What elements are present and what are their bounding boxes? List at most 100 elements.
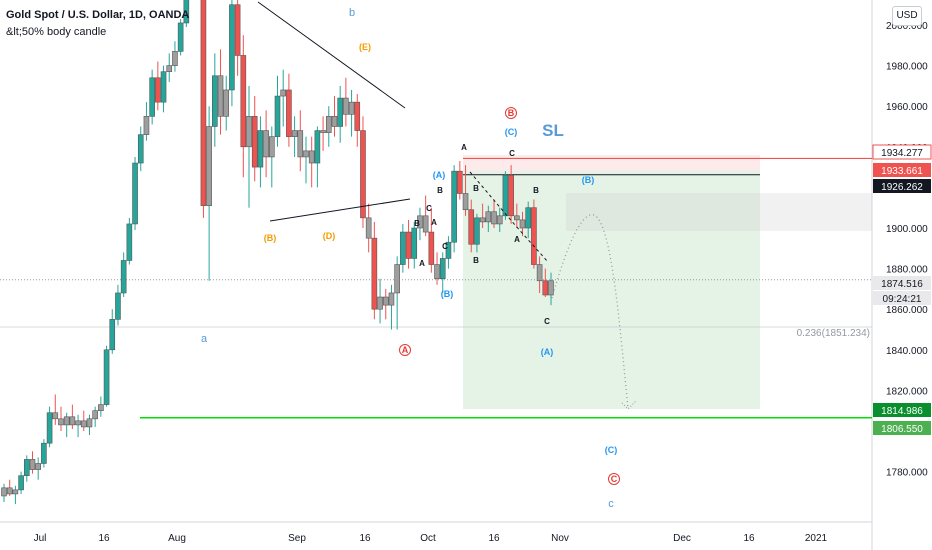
y-tick-label: 1860.000 — [886, 305, 928, 316]
wave-label: B — [414, 219, 420, 228]
price-label-box — [873, 421, 931, 435]
price-label: 1874.516 — [881, 279, 923, 290]
wave-label: C — [509, 149, 515, 158]
candle-body — [109, 319, 116, 351]
x-tick-label: 16 — [98, 533, 110, 544]
candle — [439, 252, 446, 293]
candle — [183, 0, 190, 28]
x-tick-label: Jul — [34, 533, 47, 544]
candle-body — [240, 55, 247, 148]
candle-body — [92, 410, 98, 420]
candle-body — [451, 170, 457, 243]
y-tick-label: 1820.000 — [886, 386, 928, 397]
candle — [86, 414, 93, 436]
candle — [411, 221, 418, 269]
candle — [382, 288, 389, 320]
wave-label: (B) — [582, 175, 595, 185]
wave-label: B — [508, 108, 515, 118]
candle — [75, 414, 81, 438]
candle-body — [514, 215, 520, 221]
candle — [531, 199, 537, 269]
candle-body — [371, 237, 378, 310]
candle — [405, 219, 412, 269]
candle-body — [502, 174, 509, 217]
x-tick-label: Dec — [673, 533, 691, 544]
triangle-upper-line — [257, 1, 406, 109]
candle — [320, 116, 326, 151]
candle — [172, 41, 178, 72]
candle — [6, 479, 13, 496]
price-label-box — [873, 403, 931, 417]
candle-body — [75, 420, 81, 426]
resistance-zone — [566, 193, 872, 231]
wave-label: B — [437, 186, 443, 195]
candle — [325, 106, 332, 147]
wave-label-circle — [505, 107, 517, 119]
candle — [103, 345, 110, 407]
wave-label: (B) — [264, 233, 277, 243]
candle-body — [166, 65, 173, 72]
candle-body — [274, 95, 281, 137]
candle-body — [308, 150, 315, 164]
candle — [308, 136, 315, 188]
candle — [109, 309, 116, 354]
candle-body — [69, 416, 76, 426]
chart-title: Gold Spot / U.S. Dollar, 1D, OANDA — [6, 9, 190, 21]
loss-zone — [463, 155, 760, 171]
candle-body — [519, 219, 526, 229]
candle — [18, 471, 24, 494]
candle — [514, 203, 520, 228]
wave-label: C — [426, 204, 432, 213]
candle-body — [303, 150, 309, 158]
wave-label: A — [402, 345, 409, 355]
candle — [457, 161, 463, 200]
candle — [257, 116, 264, 188]
wave-label: A — [419, 259, 425, 268]
candle-body — [439, 258, 446, 280]
candle-body — [377, 296, 383, 310]
x-tick-label: Oct — [420, 533, 436, 544]
candle — [445, 236, 452, 269]
candle-body — [172, 51, 178, 66]
wave-label: (A) — [433, 170, 446, 180]
candle-body — [263, 130, 269, 158]
wave-label-circle — [399, 344, 411, 356]
candle-body — [251, 116, 258, 168]
candle — [269, 126, 275, 188]
candle-body — [63, 416, 70, 426]
candle-body — [536, 264, 543, 282]
candle — [417, 207, 423, 241]
candle-body — [417, 215, 423, 229]
candle — [120, 252, 127, 298]
candle-body — [115, 292, 121, 320]
price-label: 1926.262 — [881, 182, 923, 193]
candle-body — [269, 136, 275, 158]
candle — [291, 116, 298, 157]
indicator-label: &lt;50% body candle — [6, 26, 107, 38]
wave-label: (D) — [323, 231, 336, 241]
candle-body — [542, 280, 549, 296]
currency-button[interactable]: USD — [892, 6, 922, 26]
candle-body — [80, 420, 87, 428]
candle — [274, 75, 281, 147]
candle-body — [360, 130, 366, 219]
candle — [525, 201, 532, 239]
candle — [388, 284, 395, 330]
candle — [98, 396, 104, 417]
candle-body — [411, 227, 418, 259]
y-tick-label: 2000.000 — [886, 21, 928, 32]
candle — [29, 451, 36, 474]
candle-body — [177, 22, 184, 52]
candle — [137, 126, 144, 172]
candle — [280, 69, 286, 127]
candle — [331, 96, 338, 137]
y-tick-label: 1840.000 — [886, 346, 928, 357]
wave-label: B — [533, 186, 539, 195]
wave-label: a — [201, 333, 208, 345]
candle — [35, 457, 41, 480]
candle — [508, 165, 514, 224]
y-tick-label: 1960.000 — [886, 102, 928, 113]
candle — [115, 284, 121, 326]
x-tick-label: Nov — [551, 533, 569, 544]
